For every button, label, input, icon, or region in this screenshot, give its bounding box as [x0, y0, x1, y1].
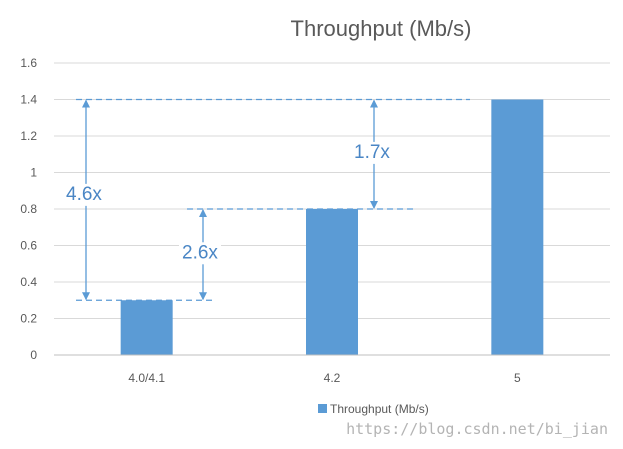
- y-tick-label: 0.4: [20, 275, 37, 289]
- x-tick-label: 4.2: [324, 371, 341, 385]
- y-tick-label: 1.6: [20, 56, 37, 70]
- speedup-label: 2.6x: [182, 242, 218, 263]
- speedup-label: 1.7x: [354, 142, 390, 163]
- y-tick-label: 1.2: [20, 129, 37, 143]
- bar-5: [491, 99, 544, 355]
- speedup-arrow-2.6x-head-down: [199, 292, 207, 301]
- x-tick-label: 5: [514, 371, 521, 385]
- x-tick-label: 4.0/4.1: [128, 371, 165, 385]
- legend-swatch: [318, 404, 327, 413]
- y-tick-label: 0: [30, 348, 37, 362]
- speedup-label-bg: [351, 141, 393, 164]
- speedup-label-bg: [63, 183, 105, 206]
- legend-label: Throughput (Mb/s): [330, 402, 429, 416]
- speedup-arrow-2.6x-head-up: [199, 209, 207, 217]
- x-axis-ticks: 4.0/4.1 4.2 5: [128, 371, 521, 385]
- y-tick-label: 1.4: [20, 93, 37, 107]
- speedup-annotations: 4.6x 2.6x 1.7x: [63, 98, 470, 301]
- y-tick-label: 0.6: [20, 239, 37, 253]
- legend: Throughput (Mb/s): [318, 402, 429, 416]
- y-axis-ticks: 0 0.2 0.4 0.6 0.8 1 1.2 1.4 1.6: [20, 56, 37, 362]
- bar-4.2: [306, 209, 358, 355]
- y-tick-label: 0.8: [20, 202, 37, 216]
- y-tick-label: 1: [30, 166, 37, 180]
- y-tick-label: 0.2: [20, 312, 37, 326]
- speedup-arrow-1.7x-head-down: [370, 201, 378, 209]
- bar-4.0/4.1: [120, 300, 173, 355]
- speedup-arrow-4.6x-head-up: [82, 99, 90, 108]
- bars: [120, 99, 544, 355]
- speedup-arrow-1.7x-head-up: [370, 99, 378, 108]
- chart-title: Throughput (Mb/s): [291, 16, 472, 41]
- speedup-arrow-4.6x-head-down: [82, 292, 90, 301]
- speedup-label: 4.6x: [66, 184, 102, 205]
- speedup-label-bg: [179, 242, 221, 265]
- watermark: https://blog.csdn.net/bi_jian: [346, 420, 608, 438]
